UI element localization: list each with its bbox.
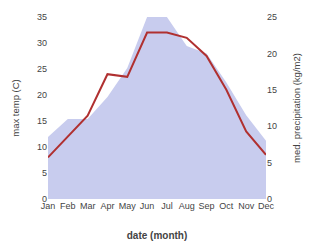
svg-text:Aug: Aug [179, 201, 195, 211]
svg-text:15: 15 [37, 116, 47, 126]
svg-text:Mar: Mar [80, 201, 96, 211]
svg-text:Sep: Sep [199, 201, 215, 211]
svg-text:35: 35 [37, 12, 47, 22]
svg-text:30: 30 [37, 38, 47, 48]
svg-text:5: 5 [267, 158, 272, 168]
svg-text:med. precipitation (kg/m2): med. precipitation (kg/m2) [291, 53, 302, 163]
svg-text:10: 10 [267, 121, 277, 131]
svg-text:Feb: Feb [60, 201, 76, 211]
svg-text:Apr: Apr [100, 201, 114, 211]
svg-text:5: 5 [42, 168, 47, 178]
svg-text:Jul: Jul [161, 201, 173, 211]
svg-text:Jan: Jan [41, 201, 56, 211]
svg-text:max temp (C): max temp (C) [10, 79, 21, 137]
svg-text:Dec: Dec [258, 201, 275, 211]
svg-text:Nov: Nov [238, 201, 255, 211]
svg-text:Jun: Jun [140, 201, 155, 211]
svg-text:Oct: Oct [219, 201, 234, 211]
svg-text:20: 20 [267, 49, 277, 59]
svg-text:date (month): date (month) [127, 230, 188, 241]
svg-text:25: 25 [267, 12, 277, 22]
svg-text:May: May [119, 201, 137, 211]
svg-text:25: 25 [37, 64, 47, 74]
svg-text:0: 0 [267, 194, 272, 204]
svg-text:15: 15 [267, 85, 277, 95]
svg-text:10: 10 [37, 142, 47, 152]
svg-text:20: 20 [37, 90, 47, 100]
svg-text:0: 0 [42, 194, 47, 204]
